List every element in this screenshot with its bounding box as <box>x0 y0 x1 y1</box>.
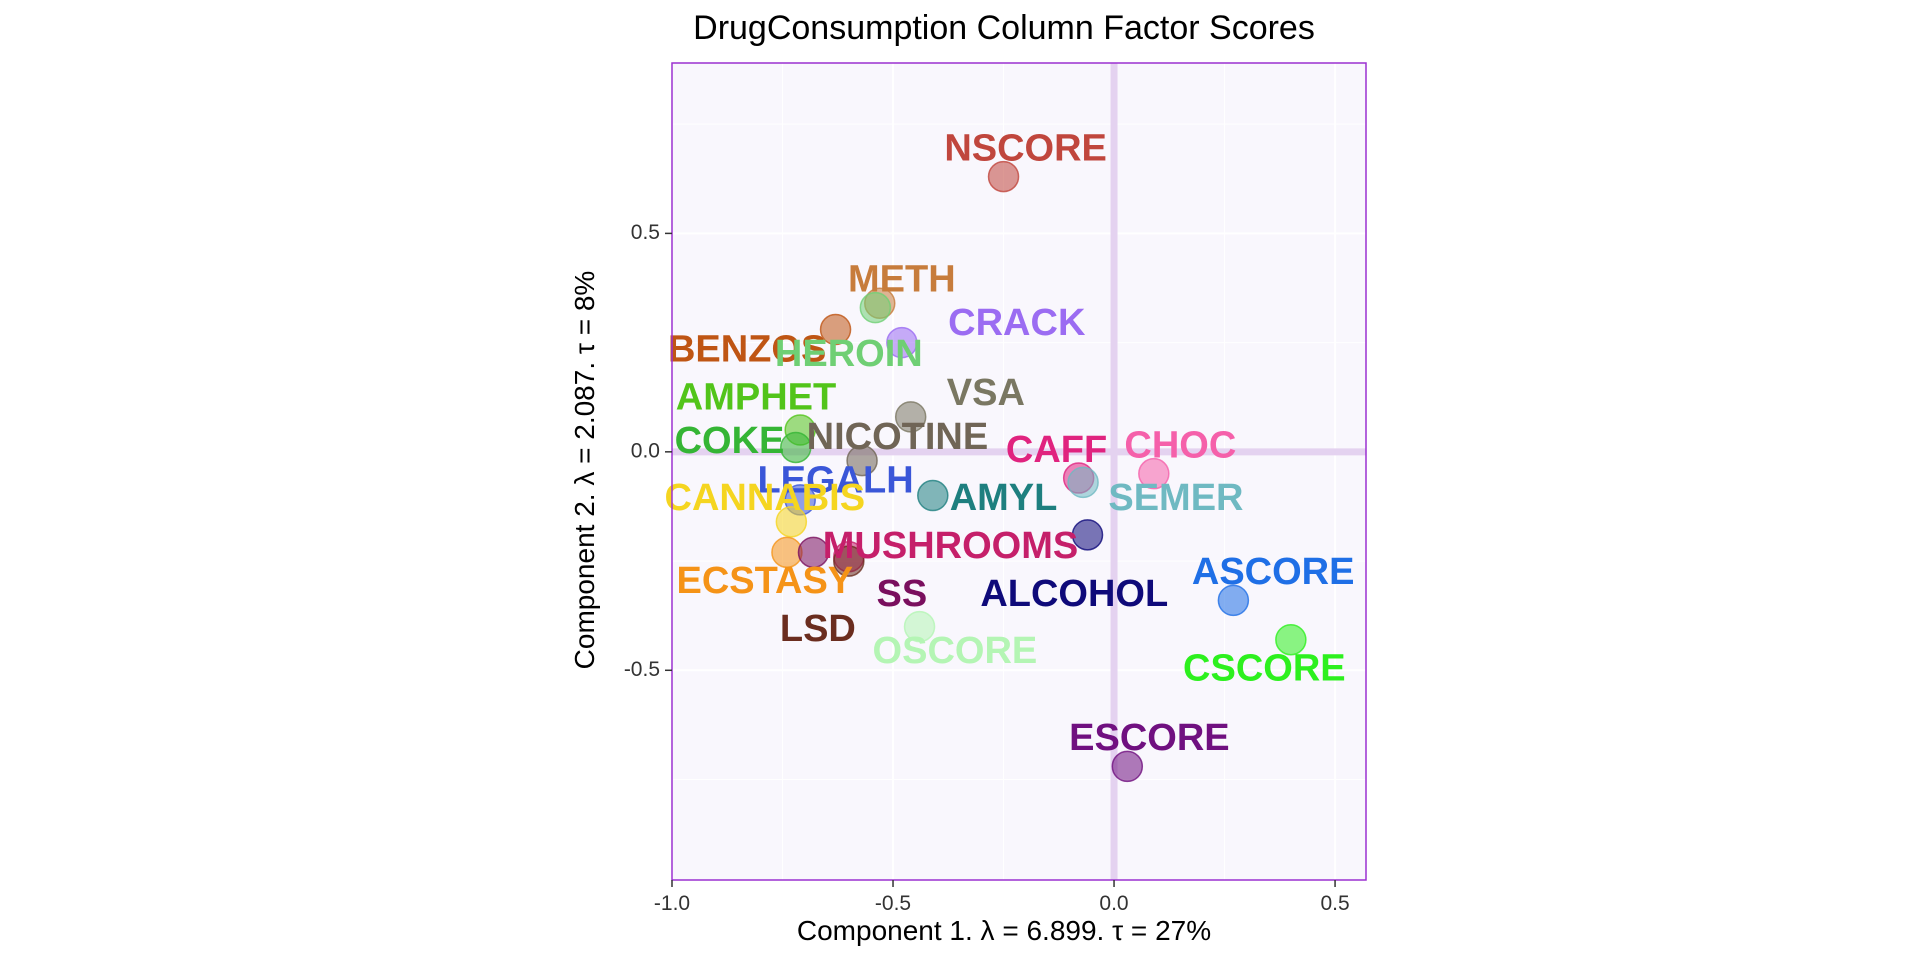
plot-panel <box>672 63 1366 880</box>
y-tick-label: -0.5 <box>624 658 660 681</box>
y-axis: 0.5 0.0 -0.5 <box>624 221 672 681</box>
point-label-meth: METH <box>848 258 956 300</box>
data-point-escore <box>1111 750 1144 783</box>
point-label-alcohol: ALCOHOL <box>980 573 1168 615</box>
point-label-cscore: CSCORE <box>1183 647 1346 689</box>
point-label-choc: CHOC <box>1124 425 1236 467</box>
point-label-lsd: LSD <box>780 608 856 650</box>
point-label-oscore: OSCORE <box>873 630 1038 672</box>
x-tick-label: 0.0 <box>1099 892 1128 915</box>
data-point-amyl <box>917 479 949 512</box>
x-tick-label: 0.5 <box>1320 892 1349 915</box>
data-point-lsd <box>833 545 865 577</box>
point-label-crack: CRACK <box>948 302 1086 344</box>
data-point-nscore <box>987 160 1020 193</box>
data-point-benzos <box>819 313 852 346</box>
point-label-benzos: BENZOS <box>668 328 826 370</box>
point-label-amyl: AMYL <box>950 477 1058 519</box>
point-label-nicotine: NICOTINE <box>807 416 989 458</box>
x-axis: -1.0 -0.5 0.0 0.5 <box>654 880 1350 915</box>
point-label-ss: SS <box>877 573 928 615</box>
y-axis-title: Component 2. λ = 2.087. τ = 8% <box>569 271 600 670</box>
data-point-nicotine <box>846 444 878 477</box>
data-point-choc <box>1138 457 1170 490</box>
point-label-nscore: NSCORE <box>944 127 1107 169</box>
data-point-cannabis <box>775 505 808 538</box>
data-point-crack <box>886 326 918 359</box>
data-point-coke <box>780 431 812 464</box>
point-label-ascore: ASCORE <box>1192 551 1355 593</box>
point-label-mushrooms: MUSHROOMS <box>823 525 1078 567</box>
x-tick-label: -1.0 <box>654 892 690 915</box>
chart-title: DrugConsumption Column Factor Scores <box>693 9 1315 47</box>
data-points <box>771 160 1307 783</box>
point-label-heroin: HEROIN <box>775 333 923 375</box>
point-label-coke: COKE <box>675 420 785 462</box>
x-tick-label: -0.5 <box>875 892 911 915</box>
point-label-ecstasy: ECSTASY <box>676 560 853 602</box>
point-label-amphet: AMPHET <box>676 376 836 418</box>
data-point-ascore <box>1217 584 1250 617</box>
y-tick-label: 0.5 <box>631 221 660 244</box>
point-label-legalh: LEGALH <box>757 459 913 501</box>
point-label-escore: ESCORE <box>1069 717 1229 759</box>
data-point-semer <box>1067 466 1099 499</box>
data-point-cscore <box>1275 623 1307 656</box>
data-point-alcohol <box>1071 519 1104 551</box>
data-point-heroin <box>859 291 892 324</box>
point-label-vsa: VSA <box>947 372 1025 414</box>
y-tick-label: 0.0 <box>631 439 660 462</box>
data-point-ss <box>797 536 830 569</box>
plot-border <box>671 62 1367 881</box>
data-point-oscore <box>903 610 936 643</box>
point-label-semer: SEMER <box>1108 477 1243 519</box>
point-label-caff: CAFF <box>1006 429 1107 471</box>
data-point-vsa <box>894 401 927 433</box>
x-axis-title: Component 1. λ = 6.899. τ = 27% <box>797 915 1211 946</box>
point-label-cannabis: CANNABIS <box>665 477 866 519</box>
